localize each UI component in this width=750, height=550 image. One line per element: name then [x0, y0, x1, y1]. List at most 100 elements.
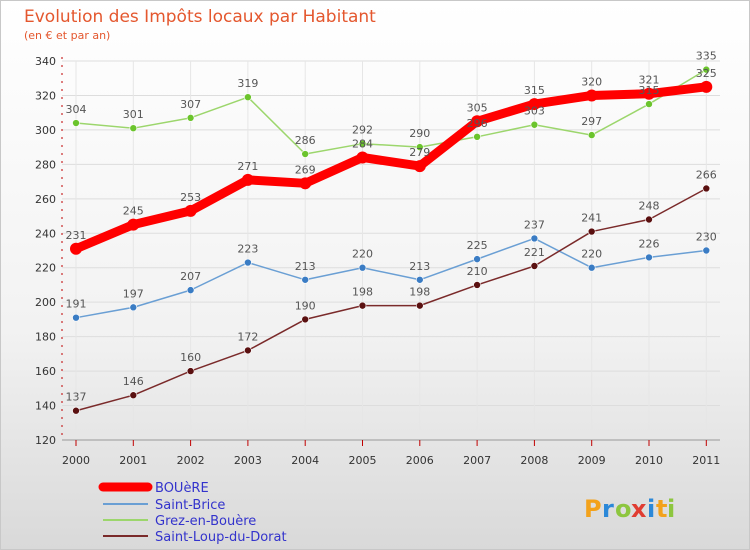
data-point	[415, 275, 424, 284]
data-point	[358, 301, 367, 310]
data-label: 297	[581, 115, 602, 128]
data-point	[413, 160, 426, 173]
data-point	[129, 124, 138, 132]
data-point	[129, 391, 138, 400]
data-point	[530, 120, 539, 129]
data-point	[700, 80, 713, 93]
data-point	[356, 151, 369, 164]
series-line-bou-re	[71, 82, 711, 254]
x-tick-label: 2010	[635, 454, 663, 467]
y-tick-label: 120	[35, 434, 56, 447]
data-label: 321	[639, 74, 660, 87]
data-point	[471, 115, 484, 128]
data-label: 307	[180, 98, 201, 111]
series-line-saint-loup-du-dorat	[75, 187, 708, 412]
data-label: 225	[467, 239, 488, 252]
data-label: 269	[295, 163, 316, 176]
data-label: 315	[639, 84, 660, 97]
data-label: 213	[409, 260, 430, 273]
logo-letter: t	[656, 495, 667, 523]
data-label: 286	[295, 134, 316, 147]
series-line-saint-brice	[75, 237, 708, 319]
data-point	[587, 131, 596, 139]
data-point	[72, 406, 80, 415]
data-label: 237	[524, 218, 545, 231]
y-tick-label: 180	[35, 331, 56, 344]
y-tick-label: 200	[35, 296, 56, 309]
data-point	[643, 87, 655, 100]
data-label: 290	[409, 127, 430, 140]
data-label: 220	[352, 248, 373, 261]
data-label: 320	[581, 75, 602, 88]
data-point	[358, 139, 367, 148]
data-label: 223	[237, 243, 258, 256]
y-tick-label: 160	[35, 365, 56, 378]
data-point	[530, 234, 539, 243]
x-tick-label: 2011	[692, 454, 720, 467]
data-point	[528, 98, 541, 111]
data-point	[645, 100, 653, 108]
x-tick-label: 2003	[234, 454, 262, 467]
data-point	[473, 281, 481, 289]
data-label: 172	[237, 330, 258, 343]
chart-title: Evolution des Impôts locaux par Habitant	[24, 7, 376, 27]
data-label: 319	[237, 77, 258, 90]
x-tick-label: 2005	[349, 454, 377, 467]
logo-letter: r	[602, 495, 614, 523]
chart-subtitle: (en € et par an)	[24, 29, 110, 42]
data-point	[415, 301, 424, 310]
data-label: 292	[352, 124, 373, 137]
data-label: 198	[409, 286, 430, 299]
data-point	[72, 313, 80, 322]
data-point	[702, 246, 711, 255]
data-label: 197	[123, 287, 144, 300]
data-point	[241, 173, 254, 186]
logo-letter: o	[615, 495, 632, 523]
y-tick-label: 340	[35, 55, 56, 68]
logo-letter: P	[584, 495, 602, 523]
data-label: 301	[123, 108, 144, 121]
data-point	[244, 93, 252, 101]
data-point	[127, 218, 140, 231]
data-label: 220	[581, 248, 602, 261]
data-label: 137	[66, 391, 87, 404]
y-tick-label: 280	[35, 158, 56, 171]
x-tick-label: 2001	[119, 454, 147, 467]
data-label: 226	[639, 237, 660, 250]
data-label: 221	[524, 246, 545, 259]
data-label: 245	[123, 205, 144, 218]
data-label: 303	[524, 105, 545, 118]
data-label: 253	[180, 191, 201, 204]
x-tick-label: 2000	[62, 454, 90, 467]
data-label: 271	[237, 160, 258, 173]
data-point	[129, 303, 138, 312]
data-point	[585, 89, 598, 102]
data-point	[186, 286, 195, 294]
x-tick-label: 2004	[291, 454, 319, 467]
data-label: 191	[66, 298, 87, 311]
data-point	[299, 177, 312, 190]
x-tick-label: 2008	[520, 454, 548, 467]
data-point	[244, 258, 252, 267]
x-tick-label: 2006	[406, 454, 434, 467]
data-label: 210	[467, 265, 488, 278]
data-point	[184, 204, 197, 217]
legend-label: Saint-Brice	[155, 498, 225, 513]
data-label: 190	[295, 299, 316, 312]
data-label: 284	[352, 137, 373, 150]
data-point	[72, 119, 80, 127]
data-point	[301, 275, 310, 284]
y-tick-label: 300	[35, 124, 56, 137]
y-tick-label: 240	[35, 227, 56, 240]
data-point	[473, 133, 481, 141]
data-label: 305	[467, 101, 488, 114]
x-tick-label: 2002	[177, 454, 205, 467]
data-point	[645, 215, 653, 224]
data-point	[473, 255, 481, 263]
data-point	[587, 227, 596, 236]
data-label: 325	[696, 67, 717, 80]
data-point	[301, 150, 310, 158]
logo-letter: x	[631, 495, 647, 523]
legend-label: BOUèRE	[155, 481, 209, 496]
data-point	[244, 346, 252, 355]
